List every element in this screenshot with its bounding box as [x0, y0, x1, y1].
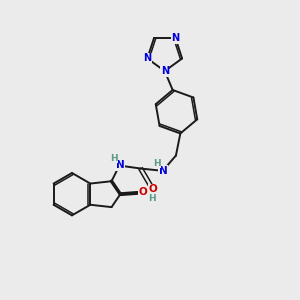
Text: O: O — [139, 187, 148, 197]
Text: H: H — [154, 159, 161, 168]
Text: N: N — [161, 66, 169, 76]
Text: H: H — [148, 194, 155, 203]
Text: H: H — [110, 154, 117, 163]
Text: N: N — [171, 33, 179, 43]
Text: N: N — [143, 53, 152, 64]
Text: O: O — [149, 184, 158, 194]
Text: N: N — [159, 166, 168, 176]
Text: N: N — [116, 160, 124, 170]
